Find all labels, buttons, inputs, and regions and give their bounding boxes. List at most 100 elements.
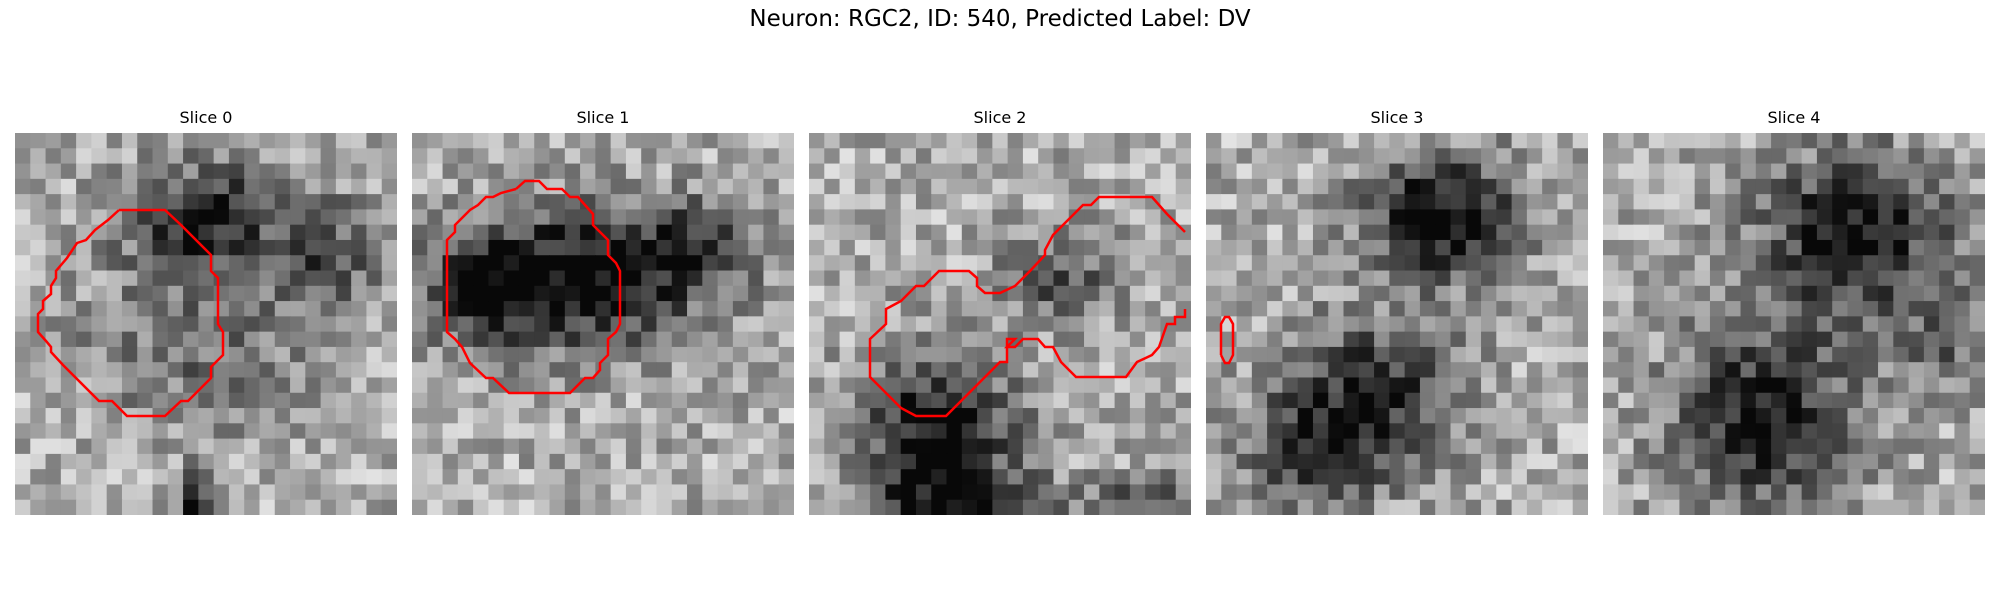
pixel — [1862, 484, 1879, 501]
pixel — [1312, 392, 1329, 409]
pixel — [1832, 239, 1849, 256]
pixel — [45, 194, 62, 210]
pixel — [824, 469, 841, 486]
pixel — [1084, 499, 1100, 515]
pixel — [1664, 163, 1680, 180]
pixel — [748, 392, 765, 409]
pixel — [717, 285, 734, 302]
pixel — [1603, 499, 1619, 515]
pixel — [1939, 148, 1956, 165]
pixel — [1358, 469, 1375, 486]
pixel — [1435, 316, 1452, 333]
pixel — [290, 163, 306, 180]
pixel — [1618, 239, 1635, 256]
pixel — [30, 392, 47, 409]
pixel — [1908, 163, 1925, 180]
pixel — [824, 331, 841, 348]
pixel — [595, 469, 612, 486]
pixel — [1603, 301, 1619, 317]
pixel — [1557, 469, 1574, 486]
pixel — [1526, 224, 1543, 241]
pixel — [1221, 469, 1238, 486]
pixel — [839, 224, 856, 241]
pixel — [595, 270, 612, 287]
pixel — [1542, 194, 1559, 210]
pixel — [290, 377, 306, 394]
pixel — [1511, 392, 1528, 409]
pixel — [1832, 331, 1849, 348]
pixel — [809, 209, 825, 226]
pixel — [641, 316, 658, 333]
pixel — [778, 224, 794, 241]
pixel — [412, 255, 428, 272]
pixel — [1389, 453, 1406, 470]
pixel — [274, 133, 291, 149]
pixel — [259, 362, 276, 379]
pixel — [1450, 194, 1467, 210]
pixel — [1923, 392, 1940, 409]
pixel — [1664, 148, 1680, 165]
pixel — [1221, 194, 1238, 210]
pixel — [473, 377, 489, 394]
pixel — [1542, 255, 1559, 272]
pixel — [1771, 209, 1787, 226]
cell-contour-2 — [868, 195, 1187, 418]
pixel — [748, 469, 765, 486]
pixel — [1450, 453, 1467, 470]
pixel — [671, 209, 688, 226]
pixel — [717, 133, 734, 149]
pixel — [320, 331, 337, 348]
pixel — [228, 377, 245, 394]
pixel — [412, 423, 428, 440]
pixel — [915, 163, 932, 180]
pixel — [885, 163, 902, 180]
pixel — [702, 224, 719, 241]
pixel — [1847, 408, 1864, 424]
slice-panel-3: Slice 3 — [1206, 107, 1588, 515]
pixel — [900, 408, 917, 424]
pixel — [1221, 377, 1238, 394]
pixel — [1481, 362, 1497, 379]
pixel — [259, 377, 276, 394]
pixel — [1816, 484, 1833, 501]
pixel — [1206, 453, 1222, 470]
pixel — [1129, 285, 1146, 302]
pixel — [335, 346, 352, 363]
pixel — [732, 133, 749, 149]
pixel — [1175, 346, 1191, 363]
pixel — [1297, 362, 1314, 379]
pixel — [1450, 133, 1467, 149]
pixel — [580, 194, 596, 210]
pixel — [15, 453, 31, 470]
pixel — [1312, 469, 1329, 486]
pixel — [351, 423, 368, 440]
pixel — [1481, 239, 1497, 256]
pixel — [915, 362, 932, 379]
pixel — [488, 499, 505, 515]
pixel — [1389, 484, 1406, 501]
pixel — [1725, 423, 1742, 440]
pixel — [1053, 499, 1070, 515]
pixel — [1664, 178, 1680, 195]
pixel — [305, 392, 322, 409]
pixel — [702, 408, 719, 424]
pixel — [1679, 346, 1696, 363]
pixel — [1389, 499, 1406, 515]
pixel — [427, 377, 444, 394]
pixel — [1740, 194, 1757, 210]
pixel — [580, 392, 596, 409]
pixel — [473, 331, 489, 348]
pixel — [60, 239, 77, 256]
pixel — [45, 484, 62, 501]
pixel — [1312, 377, 1329, 394]
pixel — [183, 469, 199, 486]
pixel — [778, 194, 794, 210]
pixel — [1221, 362, 1238, 379]
pixel — [1236, 224, 1253, 241]
pixel — [518, 239, 535, 256]
pixel — [305, 209, 322, 226]
pixel — [183, 148, 199, 165]
pixel — [1511, 408, 1528, 424]
pixel — [992, 484, 1009, 501]
pixel — [732, 270, 749, 287]
